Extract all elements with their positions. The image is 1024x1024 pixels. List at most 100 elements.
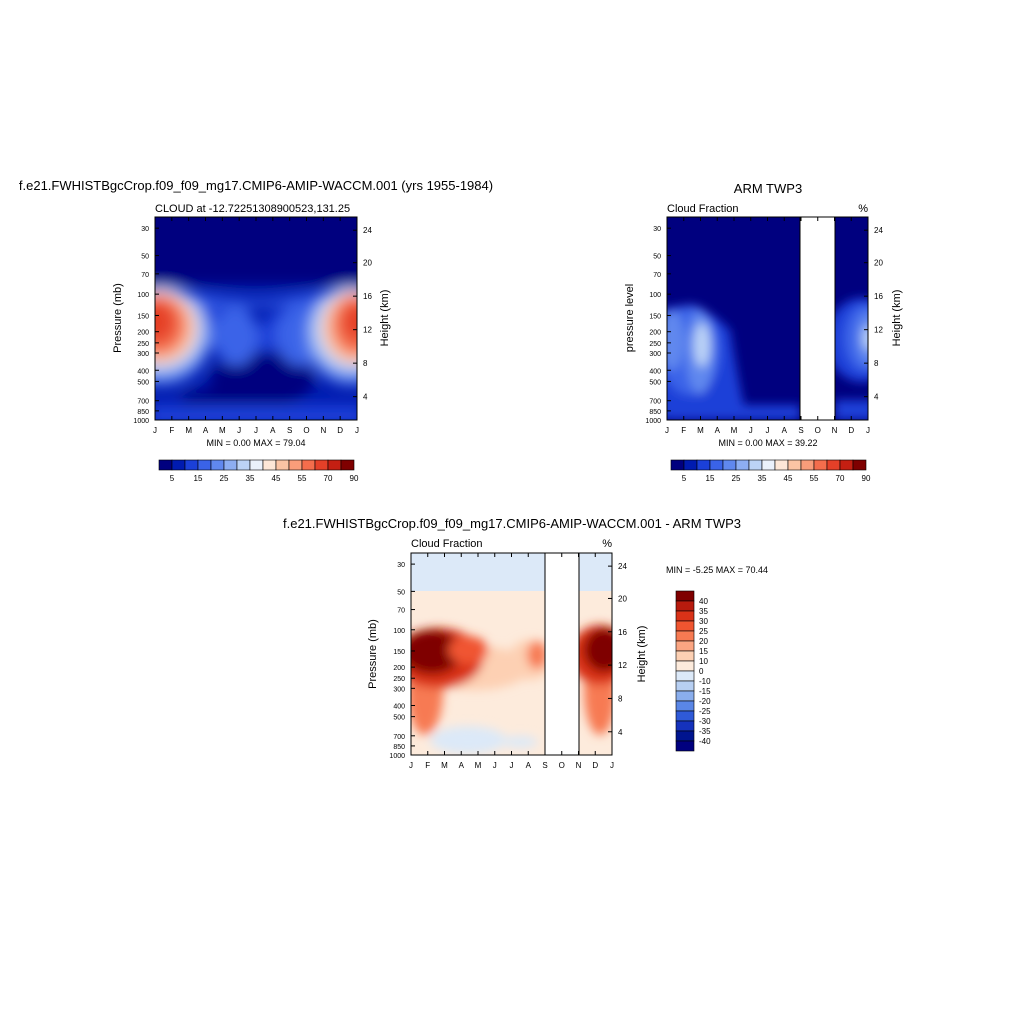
height-tick-label: 20 [874, 259, 883, 268]
x-tick-label: A [715, 426, 721, 435]
x-tick-label: D [592, 761, 598, 770]
height-tick-label: 4 [618, 728, 623, 737]
pressure-tick-label: 70 [653, 272, 661, 279]
colorbar-swatch [675, 610, 695, 622]
x-tick-label: J [493, 761, 497, 770]
pressure-tick-label: 70 [141, 272, 149, 279]
colorbar-label: -15 [699, 687, 711, 696]
colorbar-label: -30 [699, 717, 711, 726]
pressure-tick-label: 50 [141, 254, 149, 261]
height-tick-label: 8 [618, 694, 623, 703]
colorbar-swatch [249, 459, 264, 471]
colorbar-label: 0 [699, 667, 704, 676]
colorbar-label: -40 [699, 737, 711, 746]
colorbar-label: 15 [699, 647, 708, 656]
pressure-tick-label: 70 [397, 608, 405, 615]
height-tick-label: 16 [874, 292, 883, 301]
x-tick-label: J [610, 761, 614, 770]
panel-model-ylabel-right: Height (km) [379, 290, 391, 347]
colorbar-label: 70 [324, 474, 333, 483]
colorbar-swatch [340, 459, 355, 471]
panel-diff-title: f.e21.FWHISTBgcCrop.f09_f09_mg17.CMIP6-A… [283, 516, 741, 531]
colorbar-label: 35 [246, 474, 255, 483]
panel-model-left-label: CLOUD at -12.72251308900523,131.25 [155, 203, 350, 215]
pressure-tick-label: 400 [393, 704, 405, 711]
colorbar-label: 35 [758, 474, 767, 483]
x-tick-label: N [320, 426, 326, 435]
pressure-tick-label: 700 [393, 734, 405, 741]
height-tick-label: 16 [363, 292, 372, 301]
panel-obs-title: ARM TWP3 [734, 181, 802, 196]
pressure-tick-label: 500 [137, 379, 149, 386]
height-tick-label: 4 [363, 393, 368, 402]
pressure-tick-label: 150 [393, 649, 405, 656]
pressure-tick-label: 300 [137, 351, 149, 358]
pressure-tick-label: 250 [137, 341, 149, 348]
height-tick-label: 8 [874, 359, 879, 368]
colorbar-label: 10 [699, 657, 708, 666]
pressure-tick-label: 400 [649, 368, 661, 375]
height-tick-label: 12 [618, 661, 627, 670]
panel-diff-field [411, 553, 612, 755]
pressure-tick-label: 850 [137, 409, 149, 416]
pressure-tick-label: 50 [653, 254, 661, 261]
colorbar-swatch [709, 459, 724, 471]
colorbar-swatch [774, 459, 789, 471]
colorbar-label: -10 [699, 677, 711, 686]
colorbar-swatch [675, 710, 695, 722]
x-tick-label: M [697, 426, 704, 435]
colorbar-label: 35 [699, 607, 708, 616]
x-tick-label: S [542, 761, 547, 770]
colorbar-label: 55 [298, 474, 307, 483]
x-tick-label: O [815, 426, 821, 435]
colorbar-swatch [675, 690, 695, 702]
pressure-tick-label: 150 [649, 313, 661, 320]
pressure-tick-label: 850 [649, 409, 661, 416]
pressure-tick-label: 100 [649, 292, 661, 299]
x-tick-label: A [526, 761, 532, 770]
height-tick-label: 20 [618, 594, 627, 603]
pressure-tick-label: 850 [393, 744, 405, 751]
x-tick-label: M [441, 761, 448, 770]
colorbar-label: 40 [699, 597, 708, 606]
x-tick-label: O [303, 426, 309, 435]
colorbar-model: 5 15 25 35 45 55 70 90 [158, 459, 359, 483]
pressure-tick-label: 200 [649, 330, 661, 337]
panel-diff-ylabel-left: Pressure (mb) [367, 619, 379, 689]
colorbar-label: 90 [350, 474, 359, 483]
panel-obs-left-label: Cloud Fraction [667, 203, 739, 215]
height-tick-label: 24 [874, 226, 883, 235]
height-tick-label: 24 [363, 226, 372, 235]
pressure-tick-label: 1000 [389, 753, 405, 760]
height-tick-label: 4 [874, 393, 879, 402]
colorbar-label: -35 [699, 727, 711, 736]
pressure-tick-label: 100 [393, 628, 405, 635]
pressure-tick-label: 100 [137, 292, 149, 299]
colorbar-swatch [852, 459, 867, 471]
panel-obs-ylabel-right: Height (km) [891, 290, 903, 347]
panel-diff-ylabel-right: Height (km) [636, 626, 648, 683]
panel-model-field [155, 217, 357, 420]
x-tick-label: A [270, 426, 276, 435]
colorbar-swatch [210, 459, 225, 471]
colorbar-swatch [722, 459, 737, 471]
colorbar-swatch [314, 459, 329, 471]
x-tick-label: F [681, 426, 686, 435]
pressure-tick-label: 250 [393, 676, 405, 683]
x-tick-label: D [337, 426, 343, 435]
colorbar-label: 15 [706, 474, 715, 483]
colorbar-swatch [675, 670, 695, 682]
panel-diff-minmax: MIN = -5.25 MAX = 70.44 [666, 565, 768, 575]
x-tick-label: J [153, 426, 157, 435]
colorbar-swatch [675, 720, 695, 732]
colorbar-swatch [675, 730, 695, 742]
pressure-tick-label: 150 [137, 313, 149, 320]
colorbar-swatch [301, 459, 316, 471]
x-tick-label: N [832, 426, 838, 435]
panel-obs-missing-data [800, 217, 835, 420]
x-tick-label: J [355, 426, 359, 435]
pressure-tick-label: 300 [393, 686, 405, 693]
x-tick-label: J [866, 426, 870, 435]
colorbar-swatch [675, 640, 695, 652]
